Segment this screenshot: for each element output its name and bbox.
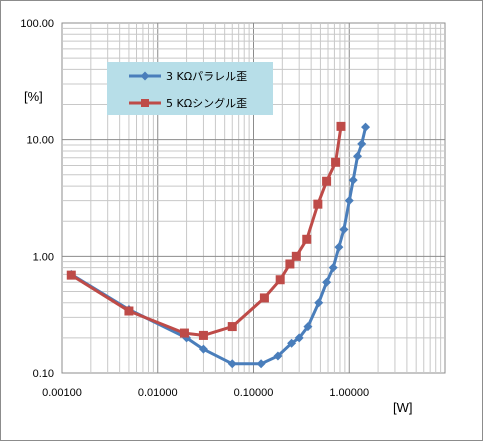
data-point-square xyxy=(227,322,237,332)
data-point-square xyxy=(275,275,285,285)
data-point-diamond xyxy=(334,242,344,252)
data-point-square xyxy=(124,306,134,316)
series-2 xyxy=(66,121,346,340)
y-tick-label: 100.00 xyxy=(20,18,54,30)
data-point-diamond xyxy=(227,359,237,369)
data-point-diamond xyxy=(348,175,358,185)
data-point-diamond xyxy=(361,122,371,132)
legend-label: 3 KΩパラレル歪 xyxy=(166,70,247,83)
data-point-square xyxy=(198,330,208,340)
y-axis-label: [%] xyxy=(24,89,43,104)
legend-marker-diamond xyxy=(140,71,150,81)
data-point-diamond xyxy=(328,263,338,273)
data-point-diamond xyxy=(256,359,266,369)
data-point-square xyxy=(313,199,323,209)
data-point-square xyxy=(285,259,295,269)
data-point-diamond xyxy=(198,344,208,354)
x-tick-label: 0.10000 xyxy=(234,387,274,399)
data-point-square xyxy=(331,157,341,167)
x-tick-label: 0.00100 xyxy=(42,387,82,399)
series xyxy=(66,121,371,369)
x-tick-label: 1.00000 xyxy=(329,387,369,399)
legend-marker-square xyxy=(141,99,149,107)
data-point-diamond xyxy=(322,277,332,287)
data-point-square xyxy=(336,121,346,131)
data-point-square xyxy=(322,176,332,186)
data-point-diamond xyxy=(357,139,367,149)
legend-label: 5 KΩシングル歪 xyxy=(166,96,247,110)
legend-box xyxy=(107,62,273,115)
data-point-diamond xyxy=(303,322,313,332)
x-axis-label: [W] xyxy=(393,400,413,415)
data-point-square xyxy=(66,270,76,280)
x-tick-label: 0.01000 xyxy=(138,387,178,399)
data-point-diamond xyxy=(287,338,297,348)
y-tick-label: 0.10 xyxy=(33,368,54,380)
tick-labels: 0.10 1.00 10.00 100.00 0.00100 0.01000 0.10000… xyxy=(20,18,369,399)
data-point-square xyxy=(259,293,269,303)
y-tick-label: 10.00 xyxy=(26,135,54,147)
data-point-square xyxy=(179,328,189,338)
data-point-diamond xyxy=(339,224,349,234)
data-point-diamond xyxy=(353,151,363,161)
data-point-diamond xyxy=(294,333,304,343)
data-point-diamond xyxy=(344,196,354,206)
data-point-diamond xyxy=(273,351,283,361)
data-point-square xyxy=(302,234,312,244)
data-point-diamond xyxy=(314,298,324,308)
data-point-square xyxy=(291,251,301,261)
legend: 3 KΩパラレル歪 5 KΩシングル歪 xyxy=(107,62,273,115)
y-tick-label: 1.00 xyxy=(33,251,54,263)
